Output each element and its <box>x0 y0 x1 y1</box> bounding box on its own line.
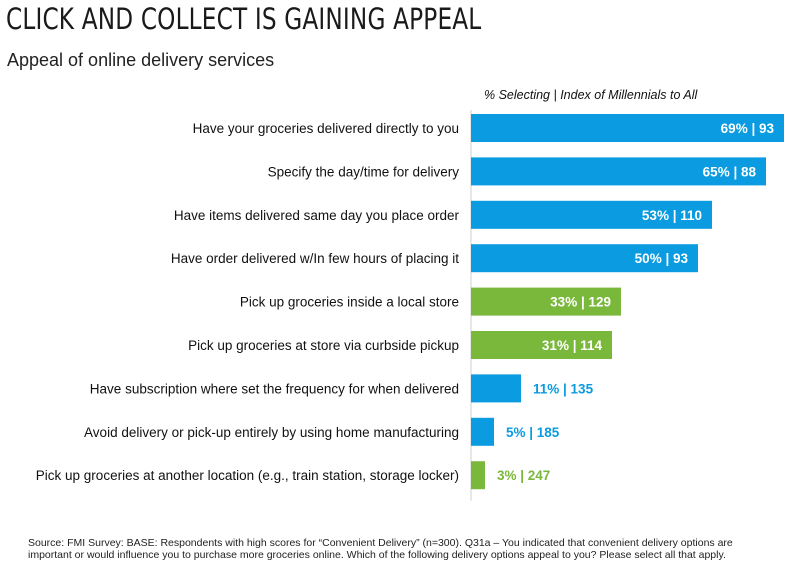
bar <box>471 374 521 403</box>
bar <box>471 114 784 142</box>
page-title: CLICK AND COLLECT IS GAINING APPEAL <box>6 2 482 36</box>
source-note: Source: FMI Survey: BASE: Respondents wi… <box>28 537 733 561</box>
category-label: Have subscription where set the frequenc… <box>90 381 459 396</box>
bar <box>471 417 494 446</box>
category-label: Pick up groceries at another location (e… <box>36 468 459 483</box>
category-label: Pick up groceries at store via curbside … <box>188 338 459 353</box>
chart-subtitle: Appeal of online delivery services <box>7 50 275 70</box>
bar <box>471 244 698 273</box>
data-label: 69% | 93 <box>721 121 775 136</box>
data-label: 50% | 93 <box>635 251 689 266</box>
bar <box>471 461 485 490</box>
bar <box>471 200 712 229</box>
data-label: 53% | 110 <box>642 208 702 223</box>
data-label: 65% | 88 <box>703 164 757 179</box>
category-label: Have your groceries delivered directly t… <box>193 121 459 136</box>
column-header: % Selecting | Index of Millennials to Al… <box>484 88 698 102</box>
bar-chart: Have your groceries delivered directly t… <box>36 110 784 501</box>
bar <box>471 331 612 359</box>
bar <box>471 287 621 316</box>
data-label: 11% | 135 <box>533 381 594 396</box>
data-label: 3% | 247 <box>497 468 550 483</box>
data-label: 31% | 114 <box>542 338 603 353</box>
category-label: Have items delivered same day you place … <box>174 208 460 223</box>
category-label: Avoid delivery or pick-up entirely by us… <box>84 425 459 440</box>
data-label: 5% | 185 <box>506 425 560 440</box>
category-label: Specify the day/time for delivery <box>268 164 460 179</box>
category-label: Have order delivered w/In few hours of p… <box>171 251 459 266</box>
data-label: 33% | 129 <box>550 295 611 310</box>
bar <box>471 157 766 186</box>
category-label: Pick up groceries inside a local store <box>240 295 459 310</box>
